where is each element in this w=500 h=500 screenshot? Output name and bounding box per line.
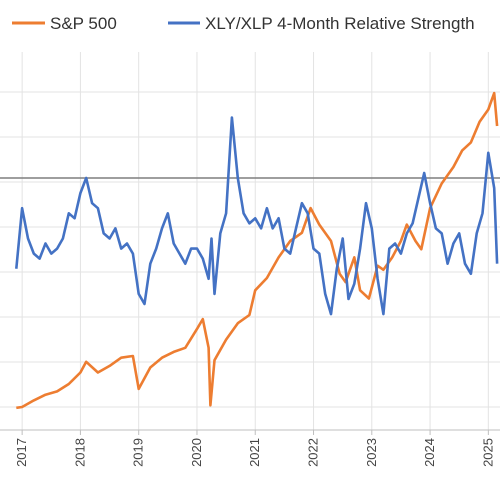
x-tick-label: 2018 — [72, 438, 87, 467]
plot-background — [0, 52, 500, 430]
x-tick-label: 2024 — [422, 438, 437, 467]
x-tick-label: 2025 — [480, 438, 495, 467]
x-tick-label: 2020 — [189, 438, 204, 467]
x-tick-label: 2019 — [131, 438, 146, 467]
x-tick-label: 2017 — [14, 438, 29, 467]
legend-label-xly-xlp: XLY/XLP 4-Month Relative Strength — [205, 14, 475, 33]
x-tick-label: 2021 — [247, 438, 262, 467]
gridlines — [0, 52, 500, 430]
x-axis-ticks: 2017 2018 2019 2020 2021 2022 2023 2024 2025 — [14, 430, 495, 467]
sp500-line — [16, 91, 499, 410]
x-tick-label: 2022 — [306, 438, 321, 467]
x-tick-label: 2023 — [364, 438, 379, 467]
legend-label-sp500: S&P 500 — [50, 14, 117, 33]
plot-area — [0, 52, 500, 431]
xly-xlp-relative-strength-line — [15, 116, 499, 316]
legend: S&P 500 XLY/XLP 4-Month Relative Strengt… — [12, 14, 475, 33]
